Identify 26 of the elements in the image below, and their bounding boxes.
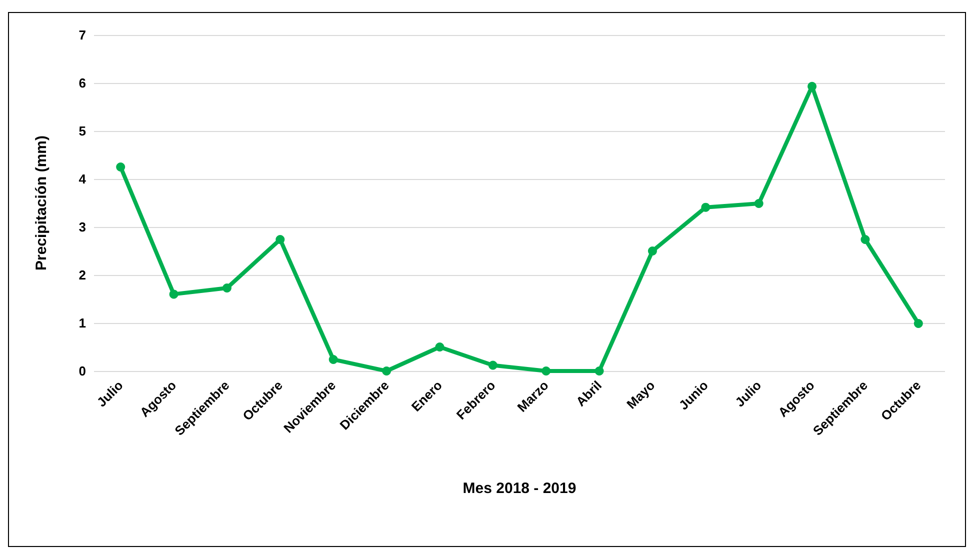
point <box>701 202 710 212</box>
point <box>276 234 285 244</box>
point <box>116 162 126 172</box>
y-tick-label: 5 <box>78 124 86 138</box>
point <box>542 366 551 376</box>
y-axis-title: Precipitación (mm) <box>33 135 50 271</box>
point <box>914 318 923 328</box>
point <box>435 342 444 352</box>
y-tick-label: 2 <box>78 268 86 282</box>
y-tick-label: 7 <box>78 28 86 42</box>
y-tick-label: 0 <box>78 364 86 378</box>
point <box>382 366 392 376</box>
point <box>860 234 870 244</box>
point <box>754 198 764 208</box>
point <box>328 354 338 364</box>
y-tick-label: 3 <box>78 220 86 234</box>
point <box>648 246 657 256</box>
y-tick-label: 6 <box>78 76 86 90</box>
y-tick-label: 4 <box>78 172 87 186</box>
point <box>169 290 178 299</box>
point <box>488 360 498 370</box>
point <box>222 283 232 292</box>
point <box>594 366 604 376</box>
x-axis-title: Mes 2018 - 2019 <box>462 480 576 497</box>
point <box>808 82 817 91</box>
y-tick-label: 1 <box>78 316 86 330</box>
